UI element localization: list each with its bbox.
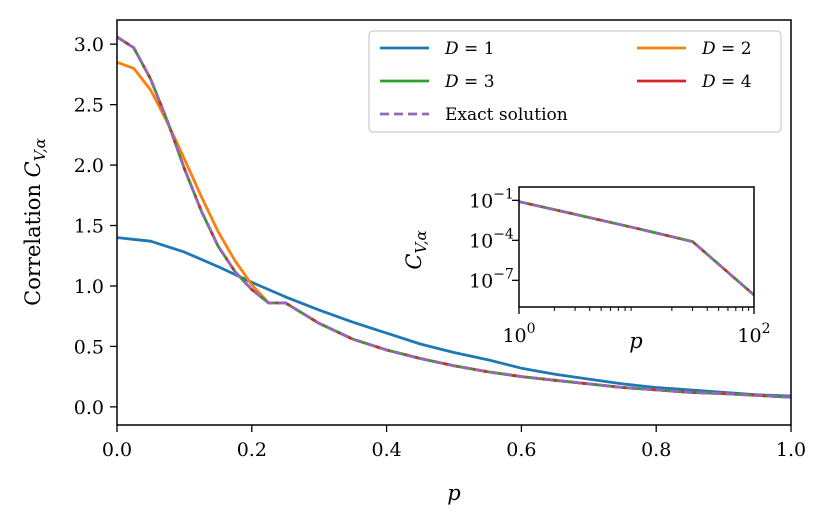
inset-frame [518,186,755,308]
main-y-tick-label: 0.0 [74,397,104,419]
main-series-exact-solution [117,35,791,399]
inset-y-axis-label: CV,α [402,230,430,269]
inset-y-tick-label: 10−7 [469,266,514,292]
main-y-axis-label: Correlation CV,α [21,138,49,306]
main-x-ticks: 0.0 0.2 0.4 0.6 0.8 1.0 [102,425,806,461]
inset-x-ticks: 100 102 [502,307,771,347]
legend-box [368,30,782,133]
inset-x-tick-label: 100 [502,321,535,347]
inset-y-tick-label: 10−4 [469,226,514,252]
inset-y-tick-label: 10−1 [469,186,514,212]
inset-series-exact-solution [518,200,755,296]
main-y-tick-label: 1.5 [74,216,104,238]
main-series-d-1 [117,236,791,398]
main-y-tick-label: 1.0 [74,276,104,298]
main-x-tick-label: 0.8 [641,439,671,461]
main-y-tick-label: 0.5 [74,336,104,358]
main-plot: 0.0 0.2 0.4 0.6 0.8 1.0 0.0 0.5 1.0 1.5 2.0 2.5 3.0… [21,19,806,505]
main-y-tick-label: 2.0 [74,155,104,177]
main-x-tick-label: 0.2 [237,439,267,461]
inset-x-tick-label: 102 [737,321,770,347]
legend-label-d-2: D = 2 [701,39,752,59]
main-x-axis-label: p [447,481,460,505]
main-x-tick-label: 0.6 [506,439,536,461]
main-x-tick-label: 1.0 [776,439,806,461]
inset-series-layer [518,200,755,296]
main-series-layer [117,35,791,399]
inset-plot: 100 102 10−1 10−4 10−7 p CV,α [402,186,771,353]
inset-y-ticks: 10−1 10−4 10−7 [469,186,519,292]
legend: D = 1 D = 2 D = 3 D = 4 Exact solution [368,30,782,133]
main-y-tick-label: 3.0 [74,34,104,56]
main-x-tick-label: 0.0 [102,439,132,461]
inset-background [519,187,754,307]
legend-label-exact-solution: Exact solution [445,105,568,125]
legend-entries: D = 1 D = 2 D = 3 D = 4 Exact solution [380,39,752,125]
legend-label-d-4: D = 4 [701,72,752,92]
main-plot-frame [116,19,792,426]
inset-x-axis-label: p [629,329,642,353]
main-x-tick-label: 0.4 [371,439,401,461]
main-y-ticks: 0.0 0.5 1.0 1.5 2.0 2.5 3.0 [74,34,117,419]
legend-label-d-3: D = 3 [444,72,495,92]
main-y-tick-label: 2.5 [74,95,104,117]
legend-label-d-1: D = 1 [444,39,495,59]
